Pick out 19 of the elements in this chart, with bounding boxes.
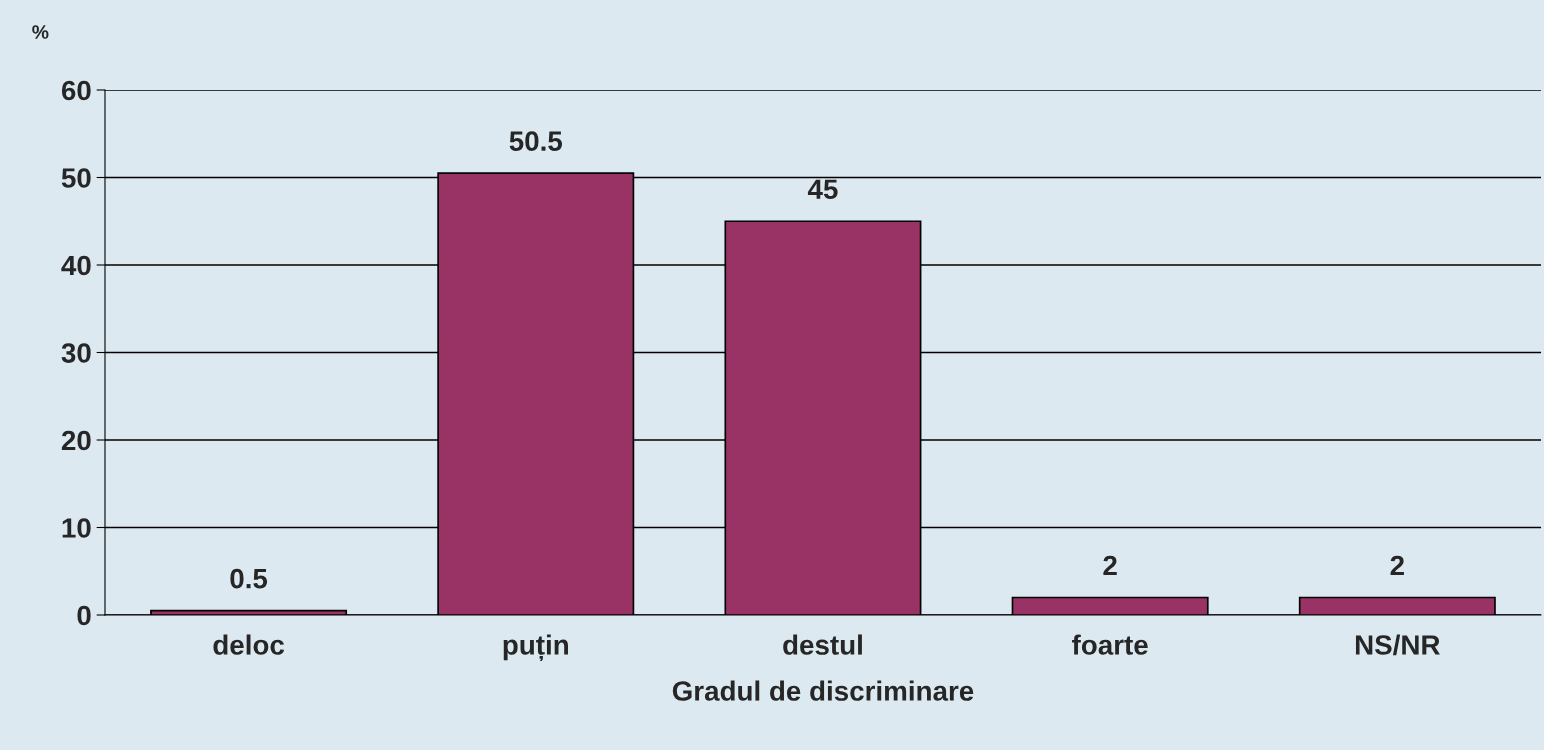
x-tick-label: destul [783, 634, 862, 655]
data-label: 50.5 [509, 131, 563, 151]
x-tick-label: deloc [213, 634, 285, 655]
y-tick-label: 30 [61, 343, 91, 363]
y-tick-label: 10 [62, 518, 91, 538]
data-label: 45 [807, 179, 838, 200]
data-label: 2 [1103, 555, 1117, 576]
y-tick-label: 40 [61, 255, 91, 276]
x-tick-label: puțin [503, 634, 568, 662]
y-tick-label: 60 [61, 80, 91, 101]
x-tick-label: NS/NR [1355, 634, 1440, 656]
data-label: 2 [1390, 555, 1404, 576]
y-tick-label: 20 [61, 430, 91, 451]
y-axis-title: % [32, 25, 49, 39]
x-axis-title: Gradul de discriminare [672, 680, 974, 701]
data-label: 0.5 [230, 568, 268, 589]
y-tick-label: 50 [61, 168, 91, 188]
y-tick-label: 0 [77, 605, 91, 626]
x-tick-label: foarte [1072, 634, 1148, 655]
